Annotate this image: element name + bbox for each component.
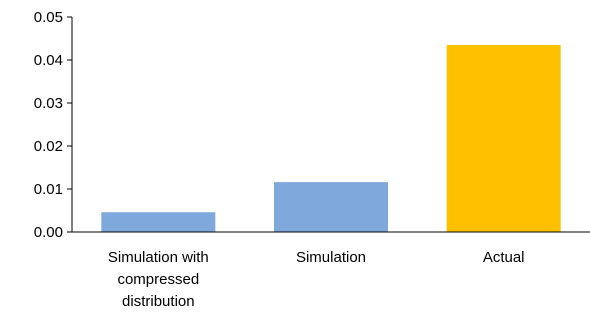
x-category-label-line: Simulation with (108, 249, 209, 266)
y-tick-label: 0.05 (34, 9, 63, 26)
bar (446, 44, 561, 233)
y-tick-label: 0.00 (34, 224, 63, 241)
x-category-label: Simulation with compressed distribution (108, 249, 209, 310)
x-category-label-line: distribution (122, 293, 195, 310)
x-category-label-line: Simulation (296, 249, 366, 266)
y-axis: 0.00 0.01 0.02 0.03 0.04 0.05 (34, 9, 73, 241)
y-tick-label: 0.04 (34, 52, 63, 69)
y-tick-label: 0.01 (34, 181, 63, 198)
x-category-label-line: compressed (117, 271, 199, 288)
y-tick-label: 0.02 (34, 138, 63, 155)
bar (101, 212, 216, 232)
x-category-label: Simulation (296, 249, 366, 266)
bars (101, 44, 561, 233)
x-axis: Simulation with compressed distributionSim… (72, 231, 590, 310)
x-category-label: Actual (483, 249, 525, 266)
bar (274, 182, 388, 232)
x-category-label-line: Actual (483, 249, 525, 266)
y-tick-label: 0.03 (34, 95, 63, 112)
